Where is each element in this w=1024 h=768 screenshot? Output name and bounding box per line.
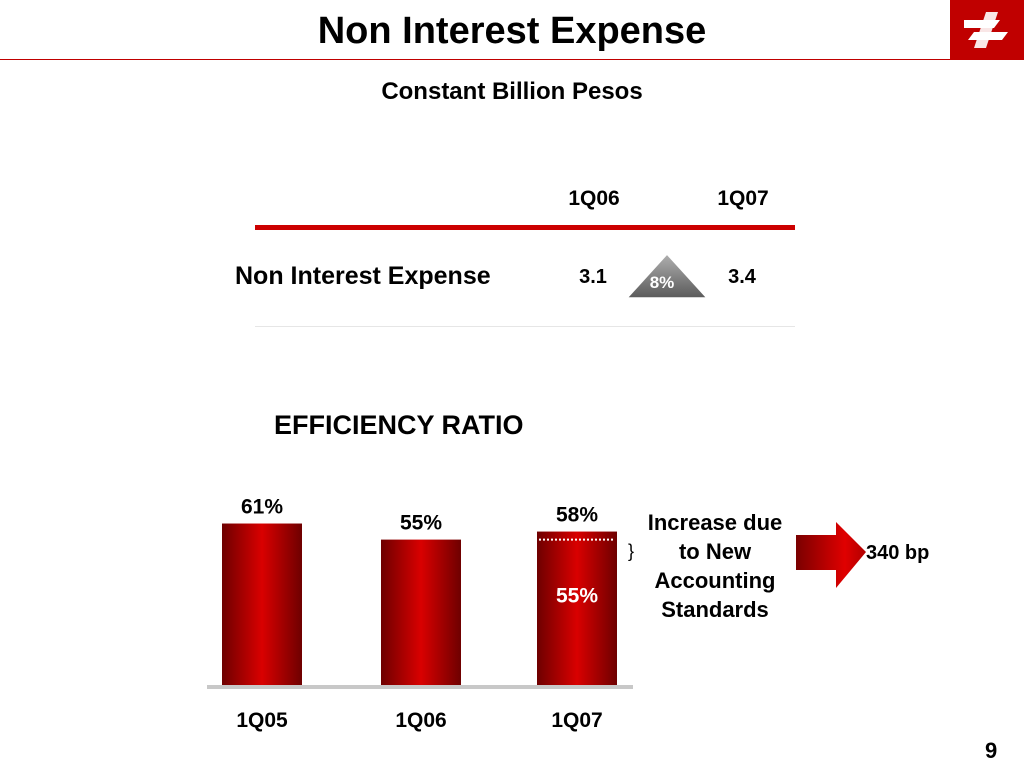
efficiency-note: Increase due to New Accounting Standards xyxy=(647,510,783,622)
column-header-1q07: 1Q07 xyxy=(717,187,769,210)
efficiency-ratio-title: EFFICIENCY RATIO xyxy=(274,410,524,440)
basis-point-change: 340 bp xyxy=(866,542,930,564)
page-subtitle: Constant Billion Pesos xyxy=(381,78,643,105)
table-header-rule xyxy=(255,225,795,230)
brace-icon: } xyxy=(628,541,634,561)
bar-1q05 xyxy=(222,523,302,687)
row-label: Non Interest Expense xyxy=(235,262,491,290)
bar-value-label-1q06: 55% xyxy=(400,512,442,535)
value-1q07: 3.4 xyxy=(728,266,756,288)
growth-up-arrow-icon xyxy=(625,252,709,299)
category-label-1q06: 1Q06 xyxy=(395,709,446,732)
growth-percentage: 8% xyxy=(649,273,675,292)
column-header-1q06: 1Q06 xyxy=(568,187,620,210)
table-bottom-rule xyxy=(255,326,795,327)
chart-baseline xyxy=(207,685,633,689)
bar-1q06 xyxy=(381,539,461,687)
value-1q06: 3.1 xyxy=(579,266,607,288)
title-divider xyxy=(0,59,1024,60)
page-title: Non Interest Expense xyxy=(317,10,707,52)
bank-logo xyxy=(950,0,1024,60)
category-label-1q05: 1Q05 xyxy=(236,709,288,732)
bar-value-label-1q05: 61% xyxy=(241,496,283,519)
bar-1q07 xyxy=(537,531,617,687)
right-arrow-icon xyxy=(796,522,866,588)
category-label-1q07: 1Q07 xyxy=(551,709,602,732)
efficiency-ratio-chart: 61% 1Q05 55% 1Q06 58% 1Q07 55% } xyxy=(207,496,866,732)
inner-segment-label: 55% xyxy=(556,585,598,608)
page-number: 9 xyxy=(985,738,998,763)
bar-value-label-1q07: 58% xyxy=(556,504,598,527)
